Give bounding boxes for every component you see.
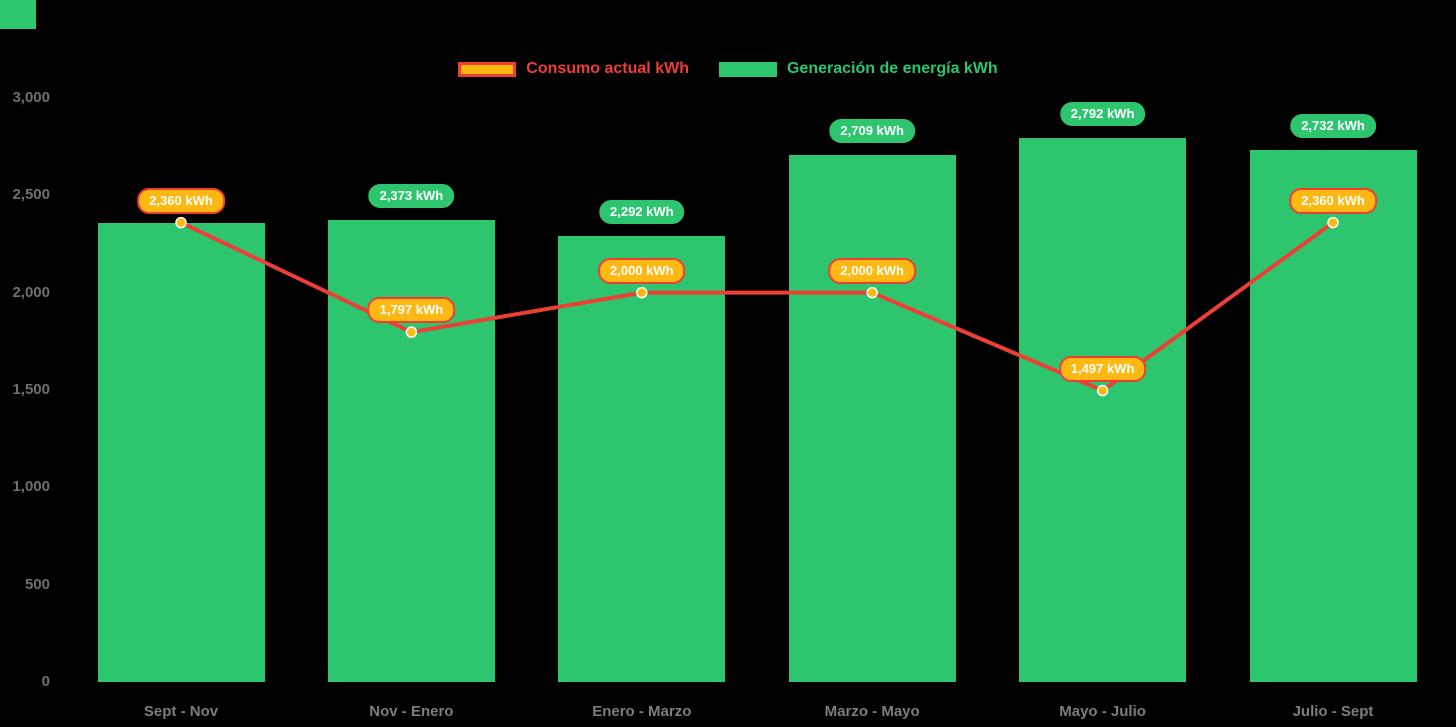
- y-axis-tick-label: 3,000: [12, 89, 50, 106]
- line-value-label: 2,360 kWh: [137, 187, 225, 214]
- x-axis-category-label: Julio - Sept: [1292, 703, 1374, 720]
- y-axis-tick-label: 1,500: [12, 381, 50, 398]
- legend-swatch-generacion-icon: [718, 61, 777, 77]
- legend-swatch-consumo-icon: [458, 61, 517, 77]
- line-value-label: 2,000 kWh: [598, 257, 686, 284]
- x-axis-category-label: Enero - Marzo: [592, 703, 692, 720]
- line-value-label: 1,497 kWh: [1058, 355, 1147, 382]
- x-axis-category-label: Mayo - Julio: [1059, 703, 1146, 720]
- y-axis-tick-label: 2,500: [12, 186, 50, 204]
- corner-green-square: [0, 0, 36, 29]
- x-axis-category-label: Nov - Enero: [369, 703, 454, 720]
- bar-generacion[interactable]: [558, 235, 726, 682]
- bar-generacion[interactable]: [1249, 150, 1417, 682]
- y-axis-tick-label: 2,000: [12, 283, 50, 301]
- line-value-label: 1,797 kWh: [367, 297, 456, 324]
- y-axis-tick-label: 500: [24, 575, 50, 593]
- legend-label-generacion: Generación de energía kWh: [786, 60, 998, 77]
- bar-value-label: 2,732 kWh: [1290, 114, 1376, 139]
- line-value-label: 2,000 kWh: [828, 257, 916, 284]
- legend-item-consumo[interactable]: Consumo actual kWh: [458, 60, 689, 78]
- bar-generacion[interactable]: [327, 220, 495, 682]
- legend-item-generacion[interactable]: Generación de energía kWh: [718, 60, 998, 78]
- bar-generacion[interactable]: [1019, 138, 1187, 682]
- legend-label-consumo: Consumo actual kWh: [526, 60, 689, 77]
- bar-value-label: 2,292 kWh: [599, 199, 685, 224]
- y-axis-tick-label: 0: [41, 673, 50, 690]
- bar-value-label: 2,709 kWh: [829, 118, 915, 143]
- bar-value-label: 2,373 kWh: [368, 184, 455, 209]
- bar-generacion[interactable]: [97, 222, 265, 682]
- line-value-label: 2,360 kWh: [1289, 187, 1377, 214]
- x-axis-category-label: Marzo - Mayo: [824, 703, 920, 720]
- y-axis-tick-label: 1,000: [12, 478, 50, 496]
- bar-value-label: 2,792 kWh: [1059, 102, 1146, 127]
- x-axis-category-label: Sept - Nov: [143, 703, 219, 720]
- legend: Consumo actual kWh Generación de energía…: [0, 60, 1456, 78]
- bar-generacion[interactable]: [788, 154, 956, 682]
